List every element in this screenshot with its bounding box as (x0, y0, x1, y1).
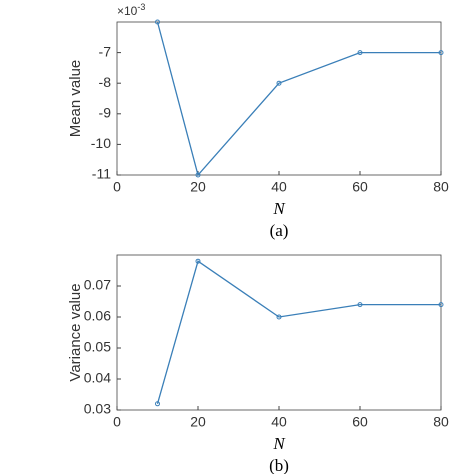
data-line (156, 21, 441, 177)
axis-exponent: ×10-3 (117, 2, 145, 18)
axes-box (116, 254, 442, 411)
exponent-base: ×10 (117, 4, 138, 18)
data-point (438, 302, 444, 308)
data-point (276, 314, 282, 320)
axes-box (116, 21, 442, 176)
y-tick-label: 0.05 (84, 339, 111, 355)
x-tick-label: 20 (190, 414, 206, 430)
data-point (357, 50, 363, 56)
x-tick-label: 80 (433, 179, 449, 195)
caption: (a) (270, 221, 289, 240)
data-line (156, 260, 441, 404)
x-tick-label: 0 (113, 179, 121, 195)
y-tick-label: -8 (99, 74, 112, 90)
y-tick-label: 0.07 (84, 277, 111, 293)
x-tick-label: 60 (352, 179, 368, 195)
y-tick-label: 0.03 (84, 401, 111, 417)
x-tick-label: 80 (433, 414, 449, 430)
exponent-power: -3 (137, 2, 145, 12)
x-tick-label: 60 (352, 414, 368, 430)
x-tick-label: 20 (190, 179, 206, 195)
x-tick-label: 0 (113, 414, 121, 430)
caption: (b) (269, 456, 289, 474)
y-tick-label: -11 (92, 166, 111, 182)
data-point (195, 172, 201, 178)
data-point (438, 50, 444, 56)
y-tick-label: -10 (91, 135, 111, 151)
y-tick-label: -9 (99, 105, 112, 121)
data-point (357, 302, 363, 308)
data-point (155, 19, 160, 25)
x-axis-label: N (272, 434, 286, 453)
x-axis-label: N (272, 199, 286, 218)
y-tick-label: -7 (99, 43, 112, 59)
data-point (276, 80, 282, 86)
y-tick-label: 0.04 (84, 370, 111, 386)
y-tick-label: 0.06 (84, 308, 111, 324)
y-axis-label: Mean value (67, 60, 84, 138)
x-tick-label: 40 (271, 414, 287, 430)
y-axis-label: Variance value (67, 283, 84, 381)
x-tick-label: 40 (271, 179, 287, 195)
data-point (195, 258, 201, 264)
data-point (155, 401, 160, 407)
